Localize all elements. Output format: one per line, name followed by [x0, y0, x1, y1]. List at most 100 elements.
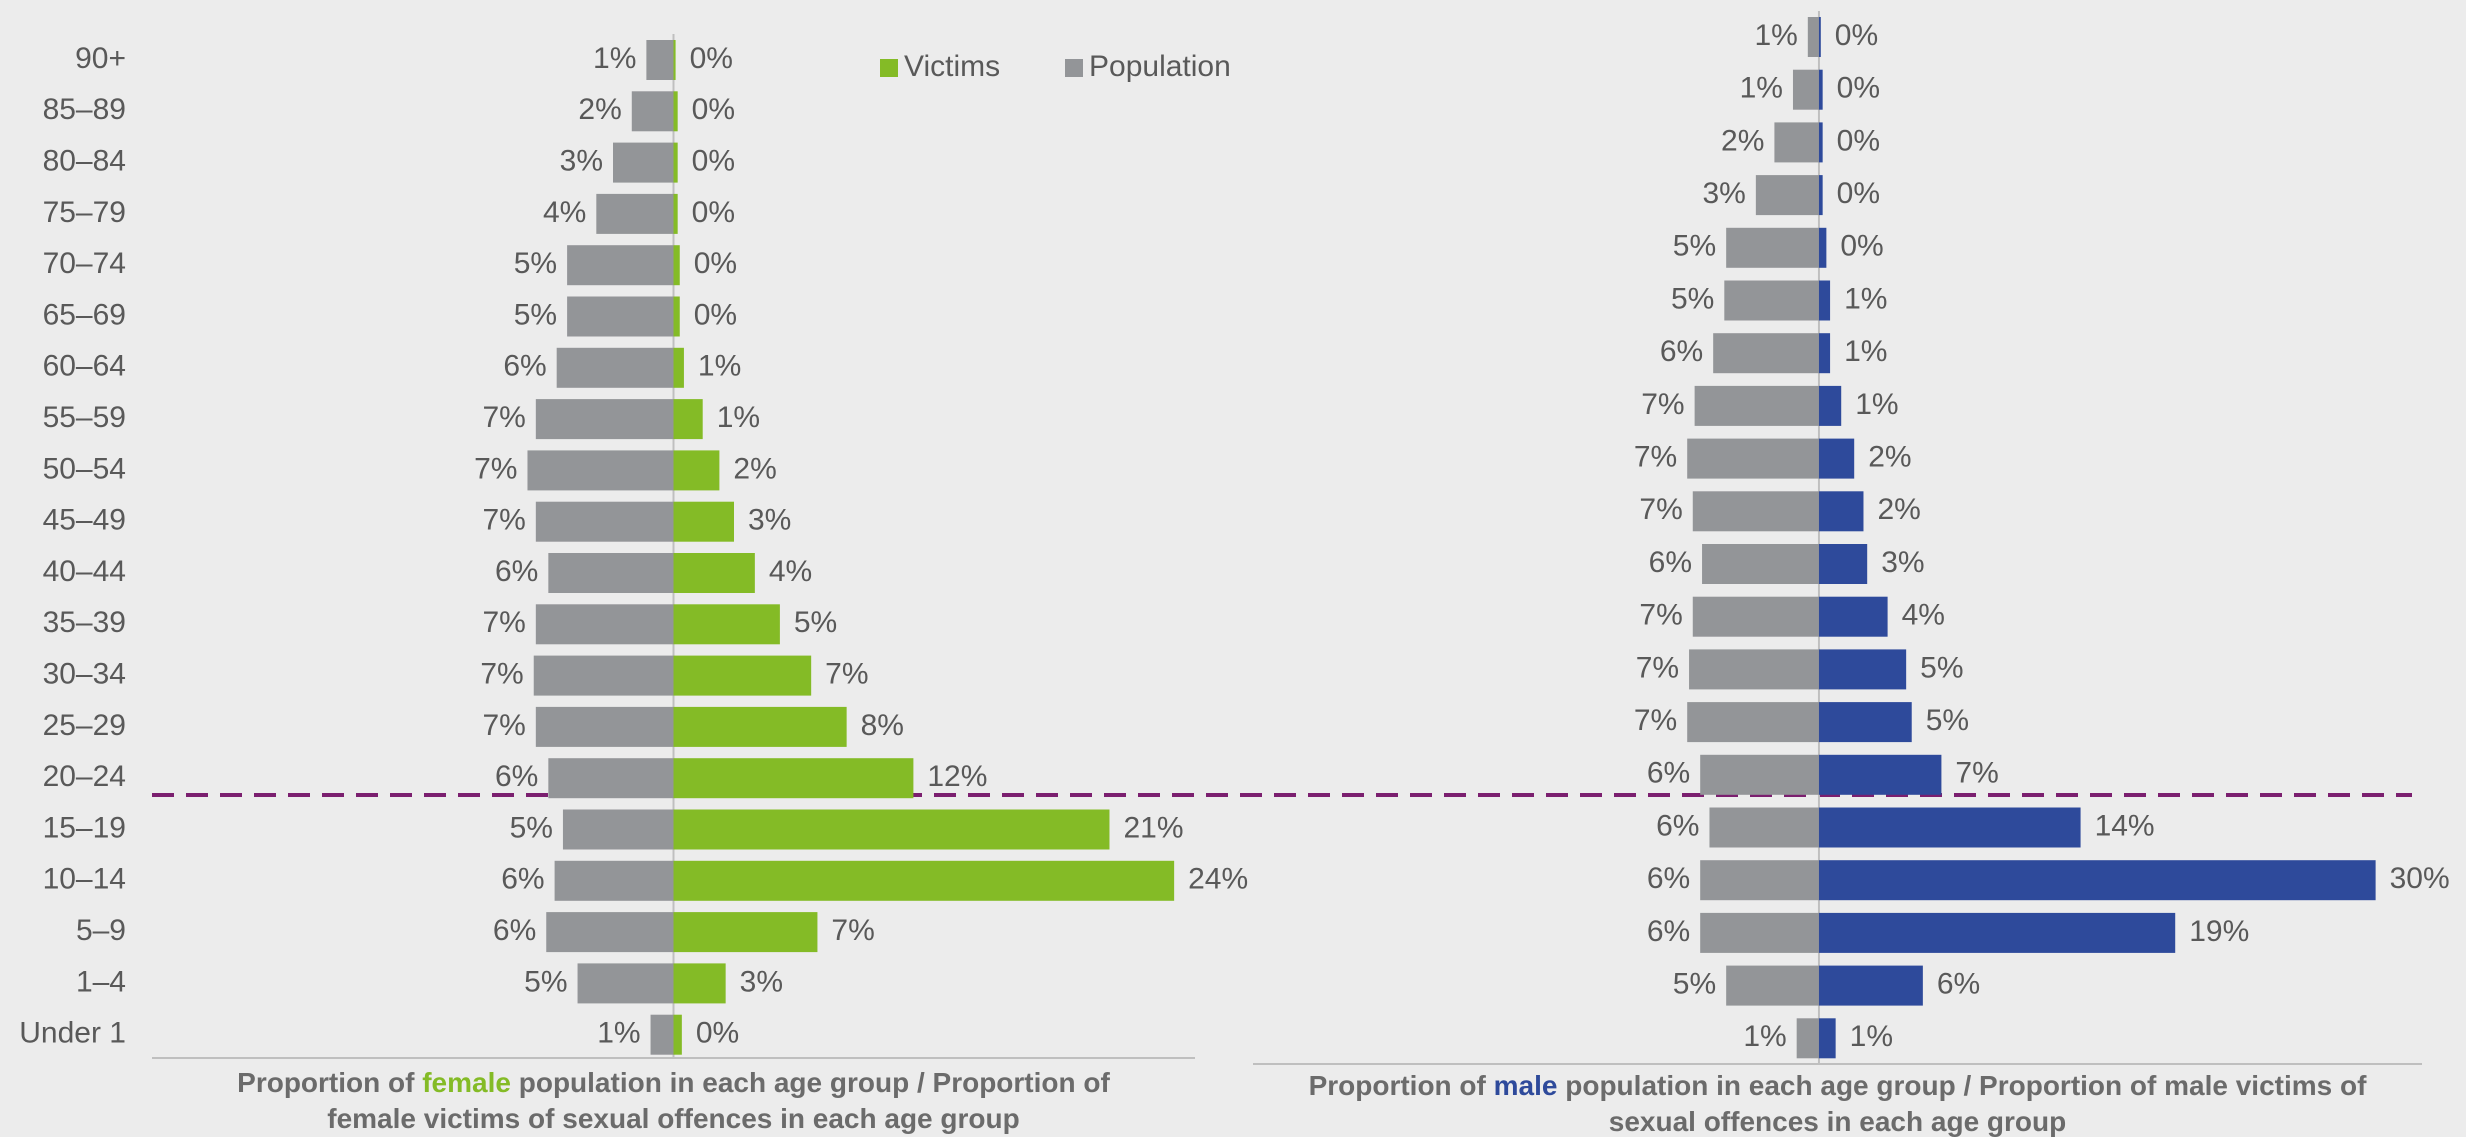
victims-bar — [1818, 649, 1907, 690]
population-bar — [1726, 227, 1819, 268]
value-label: 8% — [861, 709, 904, 742]
population-bar — [1687, 702, 1819, 743]
y-tick-label: 80–84 — [43, 145, 126, 178]
x-axis-label-part: male — [1494, 1070, 1558, 1101]
x-axis-label: Proportion of male population in each ag… — [1309, 1070, 2368, 1101]
population-bar — [567, 296, 674, 337]
victims-bar — [1818, 175, 1823, 216]
value-label: 6% — [1660, 335, 1703, 368]
y-tick-label: 20–24 — [43, 760, 126, 793]
population-bar — [535, 501, 674, 542]
population-bar — [650, 1014, 674, 1055]
population-bar — [1755, 175, 1819, 216]
value-label: 7% — [1641, 388, 1684, 421]
population-bar — [535, 604, 674, 645]
population-bar — [646, 40, 674, 80]
value-label: 1% — [698, 350, 741, 383]
value-label: 14% — [2095, 809, 2155, 842]
value-label: 0% — [696, 1017, 739, 1050]
y-tick-label: 70–74 — [43, 247, 126, 280]
value-label: 5% — [514, 247, 557, 280]
value-label: 0% — [692, 145, 735, 178]
population-bar — [1694, 385, 1819, 426]
population-bar — [1792, 69, 1819, 110]
population-bar — [567, 245, 674, 286]
value-label: 0% — [694, 298, 737, 331]
value-label: 1% — [593, 42, 636, 75]
value-label: 7% — [1634, 704, 1677, 737]
population-bar — [1702, 544, 1819, 584]
value-label: 6% — [1656, 809, 1699, 842]
y-tick-label: 45–49 — [43, 504, 126, 537]
victims-bar — [1818, 912, 2176, 953]
value-label: 7% — [482, 709, 525, 742]
y-tick-label: 75–79 — [43, 196, 126, 229]
value-label: 3% — [740, 965, 783, 998]
value-label: 7% — [482, 504, 525, 537]
value-label: 4% — [543, 196, 586, 229]
population-bar — [1796, 1018, 1819, 1059]
victims-bar — [673, 245, 680, 286]
value-label: 6% — [1649, 546, 1692, 579]
x-axis-label: sexual offences in each age group — [1609, 1106, 2066, 1137]
value-label: 7% — [482, 606, 525, 639]
value-label: 1% — [717, 401, 760, 434]
y-tick-label: 5–9 — [76, 914, 126, 947]
x-axis-label-part: Proportion of — [237, 1067, 422, 1098]
population-bar — [546, 912, 674, 953]
value-label: 7% — [825, 658, 868, 691]
value-label: 2% — [1721, 124, 1764, 157]
value-label: 2% — [1868, 441, 1911, 474]
victims-bar — [673, 963, 726, 1004]
victims-bar — [673, 912, 818, 953]
population-bar — [1700, 754, 1819, 795]
x-axis-label-part: sexual offences in each age group — [1609, 1106, 2066, 1137]
population-bar — [556, 347, 674, 388]
value-label: 1% — [1754, 19, 1797, 52]
x-axis-label: female victims of sexual offences in eac… — [327, 1103, 1019, 1134]
victims-bar — [673, 40, 676, 80]
y-tick-label: 15–19 — [43, 811, 126, 844]
population-bar — [631, 91, 674, 132]
population-bar — [577, 963, 674, 1004]
value-label: 3% — [1881, 546, 1924, 579]
y-tick-label: 60–64 — [43, 350, 126, 383]
population-bar — [535, 706, 674, 747]
value-label: 30% — [2390, 862, 2450, 895]
value-label: 6% — [501, 863, 544, 896]
value-label: 6% — [503, 350, 546, 383]
value-label: 4% — [1902, 599, 1945, 632]
victims-bar — [673, 655, 812, 696]
value-label: 6% — [495, 760, 538, 793]
population-bar — [613, 142, 674, 183]
victims-bar — [1818, 702, 1912, 743]
population-bar — [1726, 965, 1819, 1006]
value-label: 3% — [748, 504, 791, 537]
value-label: 3% — [1702, 177, 1745, 210]
value-label: 7% — [482, 401, 525, 434]
legend-swatch — [1065, 59, 1083, 77]
population-bar — [1709, 807, 1819, 848]
value-label: 4% — [769, 555, 812, 588]
y-tick-label: 1–4 — [76, 965, 126, 998]
victims-bar — [1818, 333, 1831, 374]
population-bar — [562, 809, 674, 850]
legend-label: Victims — [904, 50, 1000, 83]
victims-bar — [673, 1014, 682, 1055]
value-label: 7% — [1955, 757, 1998, 790]
victims-bar — [1818, 965, 1923, 1006]
population-bar — [1692, 491, 1819, 532]
population-bar — [535, 399, 674, 440]
y-tick-label: 65–69 — [43, 298, 126, 331]
value-label: 19% — [2189, 915, 2249, 948]
value-label: 21% — [1123, 811, 1183, 844]
value-label: 0% — [1840, 230, 1883, 263]
value-label: 5% — [524, 965, 567, 998]
population-bar — [1713, 333, 1819, 374]
population-bar — [1700, 860, 1819, 901]
value-label: 7% — [831, 914, 874, 947]
victims-bar — [1818, 122, 1823, 163]
y-tick-label: 40–44 — [43, 555, 126, 588]
value-label: 0% — [1837, 124, 1880, 157]
